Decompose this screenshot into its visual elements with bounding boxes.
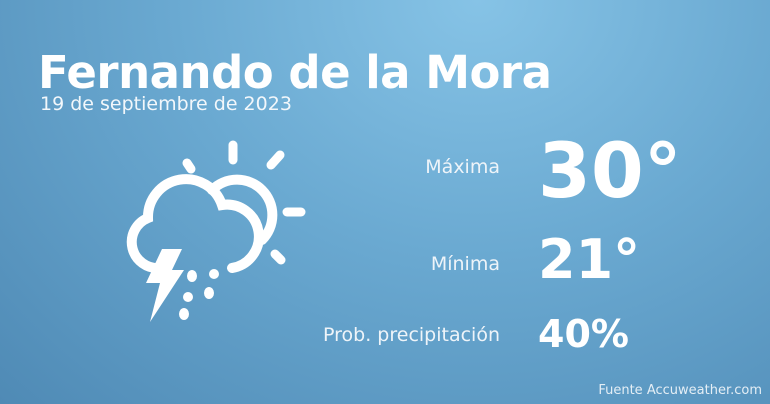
max-temp-label: Máxima bbox=[425, 156, 500, 178]
precip-value: 40% bbox=[538, 312, 629, 356]
thunderstorm-partly-sunny-icon bbox=[126, 140, 306, 322]
city-title: Fernando de la Mora bbox=[38, 46, 552, 99]
precip-label: Prob. precipitación bbox=[323, 324, 500, 346]
source-credit: Fuente Accuweather.com bbox=[598, 383, 762, 398]
max-temp-value: 30° bbox=[538, 126, 682, 215]
min-temp-value: 21° bbox=[538, 228, 641, 291]
forecast-date: 19 de septiembre de 2023 bbox=[40, 93, 292, 115]
min-temp-label: Mínima bbox=[430, 253, 500, 275]
